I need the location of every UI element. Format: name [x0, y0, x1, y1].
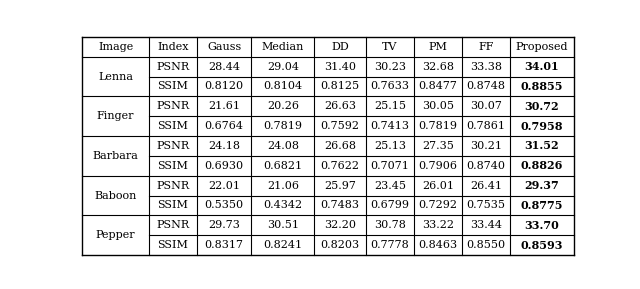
Text: 34.01: 34.01 — [525, 61, 559, 72]
Text: SSIM: SSIM — [157, 81, 188, 92]
Text: PSNR: PSNR — [156, 62, 189, 72]
Text: 30.72: 30.72 — [525, 101, 559, 112]
Text: 0.8125: 0.8125 — [321, 81, 360, 92]
Text: SSIM: SSIM — [157, 161, 188, 171]
Text: 0.8775: 0.8775 — [520, 200, 563, 211]
Text: 0.8826: 0.8826 — [521, 160, 563, 171]
Text: 0.8855: 0.8855 — [520, 81, 563, 92]
Text: 30.78: 30.78 — [374, 220, 406, 230]
Text: 21.61: 21.61 — [208, 101, 240, 111]
Text: 33.38: 33.38 — [470, 62, 502, 72]
Text: 0.7819: 0.7819 — [263, 121, 302, 131]
Text: 26.68: 26.68 — [324, 141, 356, 151]
Text: 25.97: 25.97 — [324, 181, 356, 191]
Text: 0.6799: 0.6799 — [371, 200, 409, 210]
Text: Barbara: Barbara — [93, 151, 138, 161]
Text: 0.8317: 0.8317 — [205, 240, 244, 250]
Text: 29.37: 29.37 — [525, 180, 559, 191]
Text: 24.18: 24.18 — [208, 141, 240, 151]
Text: 26.63: 26.63 — [324, 101, 356, 111]
Text: 0.8477: 0.8477 — [419, 81, 458, 92]
Text: 0.7633: 0.7633 — [371, 81, 409, 92]
Text: 23.45: 23.45 — [374, 181, 406, 191]
Text: 0.5350: 0.5350 — [205, 200, 244, 210]
Text: Proposed: Proposed — [516, 42, 568, 52]
Text: 0.7292: 0.7292 — [419, 200, 458, 210]
Text: 0.7592: 0.7592 — [321, 121, 360, 131]
Text: 0.8203: 0.8203 — [321, 240, 360, 250]
Text: 0.8740: 0.8740 — [467, 161, 506, 171]
Text: 0.7483: 0.7483 — [321, 200, 360, 210]
Text: Baboon: Baboon — [95, 190, 137, 201]
Text: 0.8463: 0.8463 — [419, 240, 458, 250]
Text: 25.13: 25.13 — [374, 141, 406, 151]
Text: 32.68: 32.68 — [422, 62, 454, 72]
Text: PSNR: PSNR — [156, 181, 189, 191]
Text: TV: TV — [382, 42, 397, 52]
Text: 0.7071: 0.7071 — [371, 161, 409, 171]
Text: 0.7535: 0.7535 — [467, 200, 506, 210]
Text: 0.6821: 0.6821 — [263, 161, 302, 171]
Text: 31.40: 31.40 — [324, 62, 356, 72]
Text: 29.04: 29.04 — [267, 62, 299, 72]
Text: Index: Index — [157, 42, 189, 52]
Text: FF: FF — [479, 42, 494, 52]
Text: 31.52: 31.52 — [525, 140, 559, 151]
Text: 0.8550: 0.8550 — [467, 240, 506, 250]
Text: 0.4342: 0.4342 — [263, 200, 302, 210]
Text: 0.7413: 0.7413 — [371, 121, 409, 131]
Text: 0.7861: 0.7861 — [467, 121, 506, 131]
Text: 29.73: 29.73 — [208, 220, 240, 230]
Text: 0.8241: 0.8241 — [263, 240, 302, 250]
Text: PSNR: PSNR — [156, 141, 189, 151]
Text: Lenna: Lenna — [98, 72, 133, 81]
Text: 0.6764: 0.6764 — [205, 121, 244, 131]
Text: SSIM: SSIM — [157, 200, 188, 210]
Text: 30.07: 30.07 — [470, 101, 502, 111]
Text: 27.35: 27.35 — [422, 141, 454, 151]
Text: 33.22: 33.22 — [422, 220, 454, 230]
Text: PSNR: PSNR — [156, 220, 189, 230]
Text: 0.7622: 0.7622 — [321, 161, 360, 171]
Text: 28.44: 28.44 — [208, 62, 240, 72]
Text: 0.6930: 0.6930 — [205, 161, 244, 171]
Text: 0.8748: 0.8748 — [467, 81, 506, 92]
Text: 0.7958: 0.7958 — [520, 121, 563, 131]
Text: 30.21: 30.21 — [470, 141, 502, 151]
Text: 30.23: 30.23 — [374, 62, 406, 72]
Text: SSIM: SSIM — [157, 121, 188, 131]
Text: 0.7819: 0.7819 — [419, 121, 458, 131]
Text: 22.01: 22.01 — [208, 181, 240, 191]
Text: 0.8120: 0.8120 — [205, 81, 244, 92]
Text: PSNR: PSNR — [156, 101, 189, 111]
Text: Pepper: Pepper — [96, 230, 136, 240]
Text: 0.7778: 0.7778 — [371, 240, 409, 250]
Text: 24.08: 24.08 — [267, 141, 299, 151]
Text: 25.15: 25.15 — [374, 101, 406, 111]
Text: 21.06: 21.06 — [267, 181, 299, 191]
Text: 26.41: 26.41 — [470, 181, 502, 191]
Text: 33.44: 33.44 — [470, 220, 502, 230]
Text: 26.01: 26.01 — [422, 181, 454, 191]
Text: 30.05: 30.05 — [422, 101, 454, 111]
Text: 32.20: 32.20 — [324, 220, 356, 230]
Text: DD: DD — [331, 42, 349, 52]
Text: Finger: Finger — [97, 111, 134, 121]
Text: Median: Median — [262, 42, 304, 52]
Text: 33.70: 33.70 — [525, 220, 559, 231]
Text: 30.51: 30.51 — [267, 220, 299, 230]
Text: Gauss: Gauss — [207, 42, 241, 52]
Text: 0.8593: 0.8593 — [520, 240, 563, 251]
Text: Image: Image — [98, 42, 133, 52]
Text: 20.26: 20.26 — [267, 101, 299, 111]
Text: SSIM: SSIM — [157, 240, 188, 250]
Text: PM: PM — [429, 42, 447, 52]
Text: 0.7906: 0.7906 — [419, 161, 458, 171]
Text: 0.8104: 0.8104 — [263, 81, 302, 92]
